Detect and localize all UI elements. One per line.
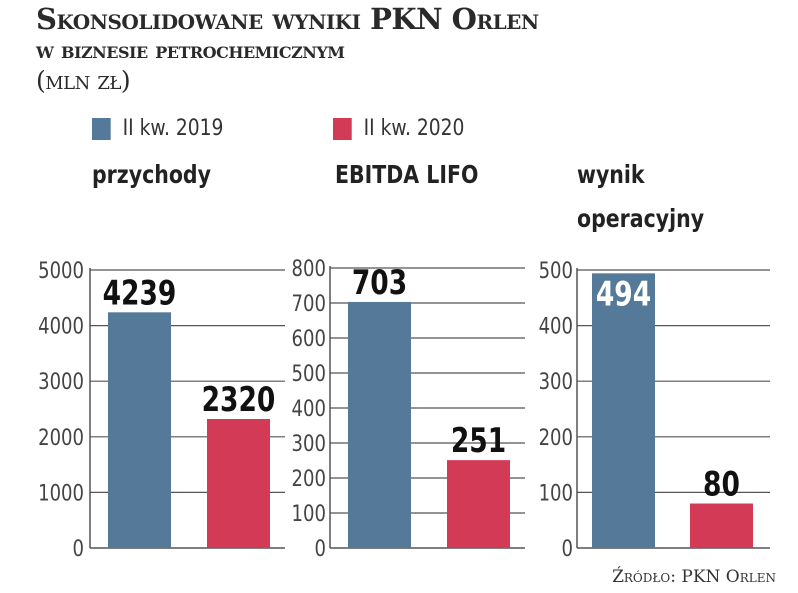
panel-title-line: wynik xyxy=(577,160,645,189)
bar-2020 xyxy=(690,503,753,548)
y-tick-label: 200 xyxy=(292,465,326,491)
y-tick-label: 0 xyxy=(73,535,84,561)
data-label: 703 xyxy=(352,264,407,303)
y-tick-label: 400 xyxy=(539,313,573,339)
y-tick-label: 0 xyxy=(315,535,326,561)
y-tick-label: 5000 xyxy=(38,257,84,283)
legend-swatch-2020 xyxy=(333,117,352,140)
data-label: 80 xyxy=(703,465,740,504)
data-label: 4239 xyxy=(103,274,177,313)
bar-2020 xyxy=(447,460,510,548)
bar-2019 xyxy=(108,312,171,548)
panel-title-line: operacyjny xyxy=(577,204,705,233)
y-tick-label: 200 xyxy=(539,424,573,450)
y-tick-label: 1000 xyxy=(38,480,84,506)
legend-item-2019: II kw. 2019 xyxy=(92,116,223,141)
y-tick-label: 0 xyxy=(562,535,573,561)
chart-title-line2: w biznesie petrochemicznym xyxy=(36,37,345,64)
y-tick-label: 300 xyxy=(539,368,573,394)
y-tick-label: 2000 xyxy=(38,424,84,450)
source-note: Źródło: PKN Orlen xyxy=(612,567,776,587)
y-tick-label: 100 xyxy=(539,480,573,506)
bar-2019 xyxy=(592,273,655,548)
bar-2020 xyxy=(207,419,270,548)
y-tick-label: 400 xyxy=(292,395,326,421)
panel-title-ebitda: EBITDA LIFO xyxy=(335,160,479,189)
y-tick-label: 700 xyxy=(292,290,326,316)
y-tick-label: 500 xyxy=(292,360,326,386)
y-tick-label: 100 xyxy=(292,500,326,526)
legend-swatch-2019 xyxy=(92,117,111,140)
y-tick-label: 800 xyxy=(292,255,326,281)
y-tick-label: 500 xyxy=(539,257,573,283)
data-label: 2320 xyxy=(202,381,276,420)
chart-unit: (mln zł) xyxy=(36,66,131,95)
bar-2019 xyxy=(348,301,411,548)
panel-title-przychody: przychody xyxy=(92,160,211,189)
legend-label-2019: II kw. 2019 xyxy=(122,116,224,141)
y-tick-label: 300 xyxy=(292,430,326,456)
chart-title-line1: Skonsolidowane wyniki PKN Orlen xyxy=(36,2,539,36)
panel-title-wynik: wynik operacyjny xyxy=(577,153,704,241)
y-tick-label: 3000 xyxy=(38,368,84,394)
y-tick-label: 600 xyxy=(292,325,326,351)
data-label: 251 xyxy=(451,422,506,461)
y-tick-label: 4000 xyxy=(38,313,84,339)
legend-label-2020: II kw. 2020 xyxy=(363,116,465,141)
data-label: 494 xyxy=(596,275,651,314)
legend-item-2020: II kw. 2020 xyxy=(333,116,464,141)
